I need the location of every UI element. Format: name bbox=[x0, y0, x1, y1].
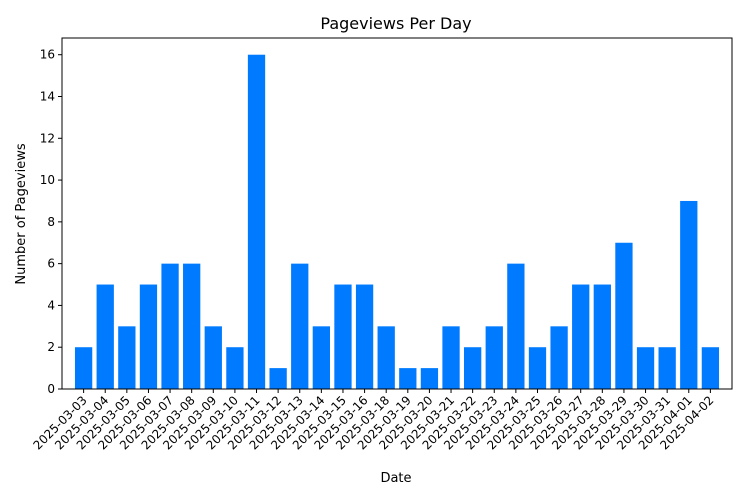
y-axis: 0 2 4 6 8 10 12 14 16 bbox=[40, 48, 62, 396]
bar-2025-03-21 bbox=[442, 326, 460, 389]
bar-2025-03-07 bbox=[161, 263, 179, 389]
y-tick-label: 0 bbox=[47, 382, 55, 396]
bar-2025-03-26 bbox=[550, 326, 568, 389]
chart-title: Pageviews Per Day bbox=[320, 14, 471, 33]
bars-group bbox=[74, 54, 720, 389]
bar-2025-04-01 bbox=[680, 200, 698, 389]
bar-2025-03-05 bbox=[118, 326, 136, 389]
y-tick-label: 10 bbox=[40, 173, 55, 187]
bar-2025-03-29 bbox=[615, 242, 633, 389]
bar-2025-03-28 bbox=[593, 284, 611, 389]
bar-2025-03-24 bbox=[507, 263, 525, 389]
bar-2025-03-09 bbox=[204, 326, 222, 389]
x-axis: 2025-03-032025-03-042025-03-052025-03-06… bbox=[31, 389, 717, 452]
bar-2025-03-30 bbox=[636, 347, 655, 389]
bar-2025-03-15 bbox=[334, 284, 352, 389]
y-tick-label: 2 bbox=[47, 340, 55, 354]
y-tick-label: 8 bbox=[47, 215, 55, 229]
bar-2025-03-10 bbox=[226, 347, 244, 389]
x-axis-label: Date bbox=[380, 471, 411, 486]
bar-2025-03-16 bbox=[355, 284, 374, 389]
bar-2025-03-13 bbox=[291, 263, 309, 389]
bar-2025-03-19 bbox=[399, 368, 417, 389]
y-tick-label: 4 bbox=[47, 298, 55, 312]
y-axis-label: Number of Pageviews bbox=[14, 143, 29, 284]
bar-2025-03-03 bbox=[74, 347, 93, 389]
bar-2025-03-04 bbox=[96, 284, 114, 389]
bar-2025-03-27 bbox=[572, 284, 590, 389]
bar-2025-03-06 bbox=[139, 284, 158, 389]
y-tick-label: 6 bbox=[47, 257, 55, 271]
bar-2025-04-02 bbox=[701, 347, 720, 389]
bar-2025-03-11 bbox=[247, 54, 266, 389]
y-tick-label: 12 bbox=[40, 131, 55, 145]
y-tick-label: 16 bbox=[40, 48, 55, 62]
bar-2025-03-31 bbox=[658, 347, 676, 389]
y-tick-label: 14 bbox=[40, 90, 55, 104]
bar-2025-03-23 bbox=[485, 326, 503, 389]
bar-2025-03-25 bbox=[528, 347, 547, 389]
bar-2025-03-12 bbox=[269, 368, 287, 389]
bar-2025-03-14 bbox=[312, 326, 330, 389]
plot-frame bbox=[61, 37, 733, 390]
bar-2025-03-18 bbox=[377, 326, 395, 389]
bar-2025-03-22 bbox=[464, 347, 482, 389]
bar-2025-03-08 bbox=[183, 263, 201, 389]
bar-2025-03-20 bbox=[420, 368, 439, 389]
